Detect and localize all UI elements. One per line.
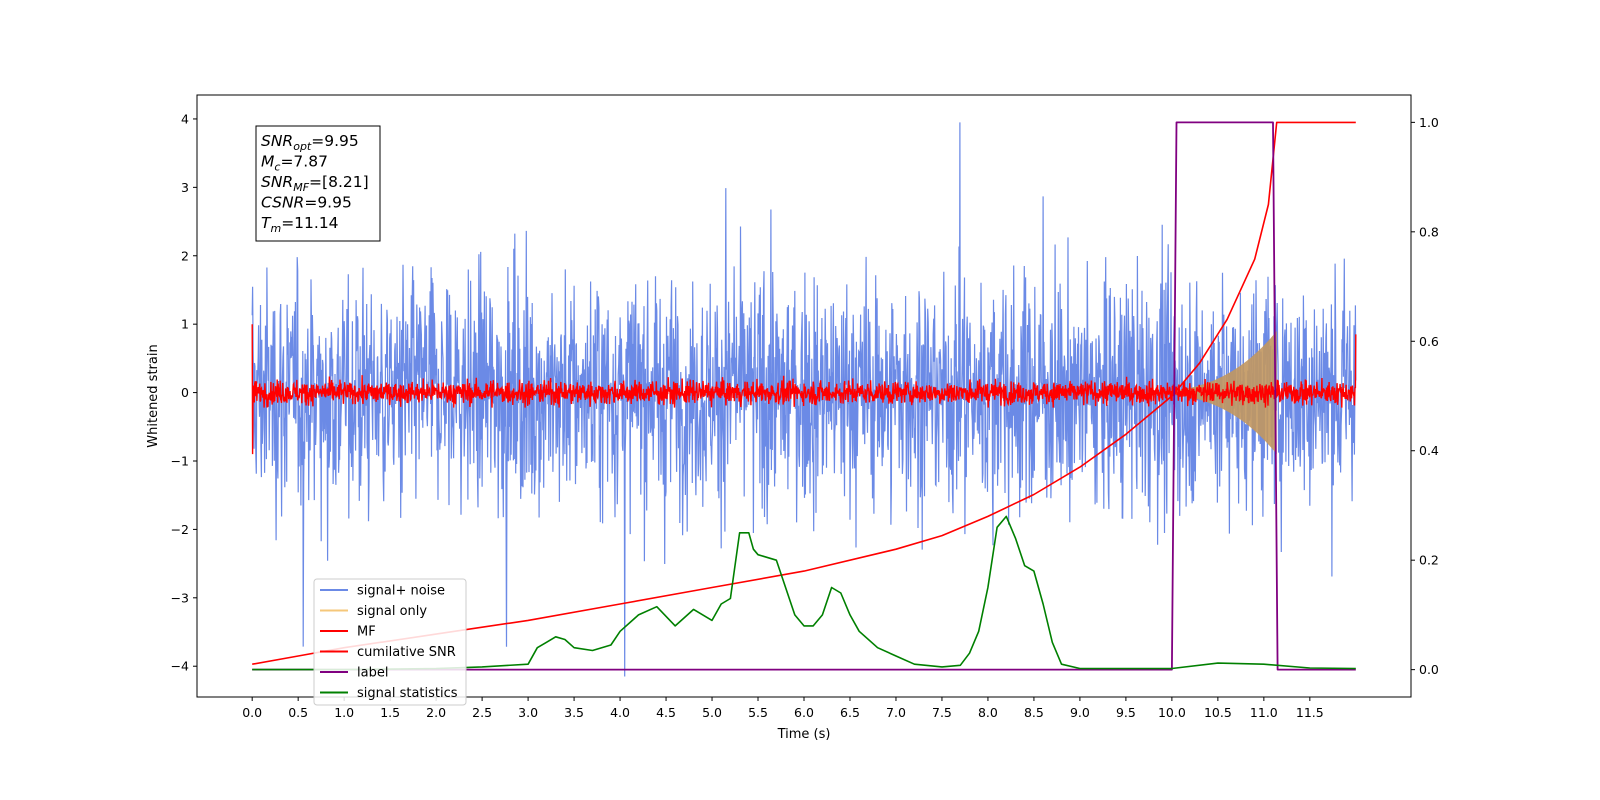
plot-area — [251, 121, 1357, 677]
x-tick-label: 1.0 — [334, 705, 354, 720]
series-cumilative-snr — [252, 121, 1356, 665]
cumilative-snr-line — [252, 121, 1356, 665]
x-tick-label: 11.5 — [1296, 705, 1324, 720]
label-line — [252, 121, 1356, 671]
x-tick-label: 9.5 — [1116, 705, 1136, 720]
y2-tick-label: 0.8 — [1419, 224, 1439, 239]
x-tick-label: 2.5 — [472, 705, 492, 720]
y-tick-label: 4 — [181, 111, 189, 126]
x-tick-label: 3.0 — [518, 705, 538, 720]
legend-label: signal+ noise — [357, 584, 445, 599]
y-axis-label: Whitened strain — [146, 344, 161, 447]
y-tick-label: −4 — [171, 659, 189, 674]
x-tick-label: 5.0 — [702, 705, 722, 720]
x-tick-label: 0.0 — [242, 705, 262, 720]
x-axis-label: Time (s) — [777, 727, 831, 742]
legend-label: MF — [357, 625, 376, 640]
x-tick-label: 6.0 — [794, 705, 814, 720]
y2-tick-label: 0.6 — [1419, 334, 1439, 349]
series-label — [252, 121, 1356, 671]
y2-ticks: 0.0 0.2 0.4 0.6 0.8 1.0 — [1411, 115, 1439, 677]
series-mf — [251, 324, 1357, 455]
x-tick-label: 0.5 — [288, 705, 308, 720]
legend-frame — [313, 578, 467, 706]
info-line: SNRopt=9.95 — [261, 132, 359, 153]
x-tick-label: 5.5 — [748, 705, 768, 720]
info-line: SNRMF=[8.21] — [261, 173, 369, 194]
legend: signal+ noise signal only MF cumilative SNR… — [313, 578, 467, 706]
y-tick-label: −1 — [171, 453, 189, 468]
signal-statistics-line — [252, 515, 1356, 671]
series-signal-noise — [251, 122, 1357, 677]
x-tick-label: 1.5 — [380, 705, 400, 720]
x-tick-label: 2.0 — [426, 705, 446, 720]
x-tick-label: 7.0 — [886, 705, 906, 720]
info-line: CSNR=9.95 — [261, 194, 352, 212]
x-tick-label: 11.0 — [1250, 705, 1278, 720]
y-tick-label: 2 — [181, 248, 189, 263]
y2-tick-label: 1.0 — [1419, 115, 1439, 130]
y2-tick-label: 0.0 — [1419, 662, 1439, 677]
legend-label: cumilative SNR — [357, 645, 456, 660]
y2-tick-label: 0.4 — [1419, 443, 1439, 458]
x-tick-label: 3.5 — [564, 705, 584, 720]
x-tick-label: 4.5 — [656, 705, 676, 720]
x-tick-label: 4.0 — [610, 705, 630, 720]
legend-label: signal statistics — [357, 686, 458, 701]
series-signal-statistics — [252, 515, 1356, 671]
y-tick-label: 1 — [181, 317, 189, 332]
y2-tick-label: 0.2 — [1419, 553, 1439, 568]
signal-noise-line — [251, 122, 1357, 677]
y-ticks: −4 −3 −2 −1 0 1 2 3 4 — [171, 111, 197, 674]
info-line: Tm=11.14 — [261, 214, 339, 235]
y-tick-label: −3 — [171, 590, 189, 605]
x-tick-label: 6.5 — [840, 705, 860, 720]
x-tick-label: 9.0 — [1070, 705, 1090, 720]
mf-line — [251, 324, 1357, 455]
x-tick-label: 7.5 — [932, 705, 952, 720]
y-tick-label: 3 — [181, 180, 189, 195]
info-box-frame — [255, 125, 381, 242]
info-line: Mc=7.87 — [261, 153, 328, 174]
x-tick-label: 10.0 — [1158, 705, 1186, 720]
y-tick-label: −2 — [171, 522, 189, 537]
x-tick-label: 10.5 — [1204, 705, 1232, 720]
x-tick-label: 8.5 — [1024, 705, 1044, 720]
x-tick-label: 8.0 — [978, 705, 998, 720]
y-tick-label: 0 — [181, 385, 189, 400]
legend-label: signal only — [357, 604, 427, 619]
x-ticks: 0.0 0.5 1.0 1.5 2.0 2.5 3.0 3.5 4.0 4.5 5.0 5.5 6.0 6… — [242, 697, 1324, 720]
legend-label: label — [357, 666, 388, 681]
